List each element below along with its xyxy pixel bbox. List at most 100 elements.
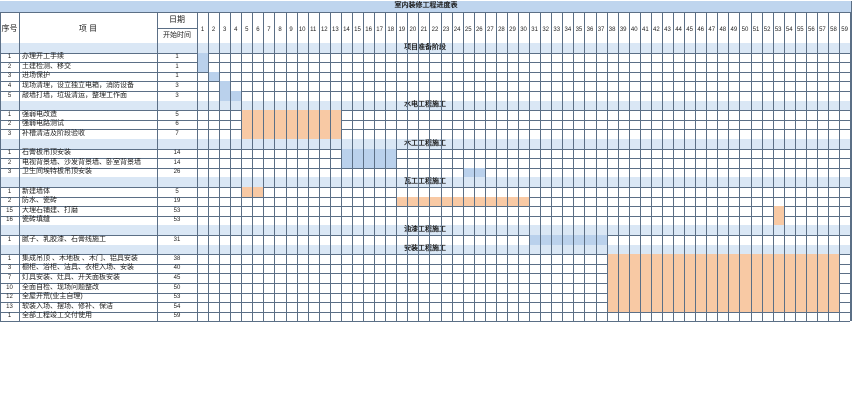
grid-hline xyxy=(0,283,851,284)
day-number: 34 xyxy=(564,27,572,33)
task-start: 59 xyxy=(173,313,181,320)
grid-vline xyxy=(839,12,840,322)
task-bar xyxy=(772,215,784,226)
day-number: 9 xyxy=(289,27,293,33)
grid-vline xyxy=(19,12,20,322)
task-name: 软装入场、摆场、修补、保洁 xyxy=(22,302,113,310)
grid-vline xyxy=(252,12,253,322)
header-seq: 序号 xyxy=(1,24,18,33)
day-number: 5 xyxy=(245,27,249,33)
grid-vline xyxy=(341,12,342,322)
task-start: 31 xyxy=(173,236,181,243)
grid-vline xyxy=(407,12,408,322)
task-bar xyxy=(606,302,840,312)
task-no: 2 xyxy=(7,121,12,128)
task-name: 敲墙打墙，垃圾清运，整理工作面 xyxy=(22,91,127,99)
grid-vline xyxy=(485,12,486,322)
grid-vline xyxy=(374,12,375,322)
day-number: 53 xyxy=(774,27,782,33)
day-number: 40 xyxy=(630,27,638,33)
task-no: 1 xyxy=(7,188,12,195)
grid-vline xyxy=(717,12,718,322)
grid-vline xyxy=(219,12,220,322)
grid-vline xyxy=(695,12,696,322)
grid-vline xyxy=(507,12,508,322)
grid-hline xyxy=(0,187,851,188)
grid-vline xyxy=(396,12,397,322)
task-bar xyxy=(606,273,840,283)
task-start: 40 xyxy=(173,265,181,272)
day-number: 58 xyxy=(830,27,837,33)
task-start: 53 xyxy=(173,207,181,214)
task-bar xyxy=(340,158,397,168)
grid-vline xyxy=(385,12,386,322)
grid-hline xyxy=(0,148,851,150)
sheet-title: 室内装修工程进度表 xyxy=(394,2,458,9)
grid-vline xyxy=(363,12,364,322)
grid-vline xyxy=(828,12,829,322)
task-name: 电视背景墙、沙发背景墙、卧室背景墙 xyxy=(22,158,141,166)
grid-vline xyxy=(197,12,198,322)
day-number: 46 xyxy=(697,27,705,33)
day-number: 31 xyxy=(531,27,538,33)
task-name: 瓷砖填缝 xyxy=(22,216,50,224)
grid-hline xyxy=(0,119,851,121)
section-band xyxy=(0,244,851,255)
section-band xyxy=(0,100,851,111)
task-name: 土建检测、移交 xyxy=(22,62,71,70)
task-start: 53 xyxy=(173,294,181,301)
grid-vline xyxy=(706,12,707,322)
grid-hline xyxy=(0,292,851,294)
day-number: 32 xyxy=(542,27,550,33)
grid-hline xyxy=(0,254,851,256)
grid-hline xyxy=(0,129,851,131)
day-number: 22 xyxy=(431,27,439,33)
grid-vline xyxy=(496,12,497,322)
grid-vline xyxy=(429,12,430,322)
day-number: 26 xyxy=(475,27,483,33)
day-number: 30 xyxy=(520,27,527,33)
task-start: 53 xyxy=(173,217,181,224)
task-name: 灯具安装、灶具、开关面板安装 xyxy=(22,273,120,281)
grid-vline xyxy=(596,12,597,322)
task-no: 2 xyxy=(7,198,12,205)
section-band xyxy=(0,225,851,235)
grid-hline xyxy=(0,321,851,323)
task-no: 3 xyxy=(7,73,12,80)
task-no: 1 xyxy=(7,54,12,61)
task-bar xyxy=(340,148,397,159)
section-title: 油漆工程施工 xyxy=(404,225,447,233)
task-name: 强弱电改造 xyxy=(22,110,57,118)
task-no: 4 xyxy=(7,82,12,89)
grid-vline xyxy=(518,12,519,322)
day-number: 35 xyxy=(575,27,583,33)
day-number: 36 xyxy=(586,27,594,33)
task-no: 1 xyxy=(7,150,12,157)
task-no: 3 xyxy=(7,265,12,272)
task-bar xyxy=(606,254,840,264)
grid-hline xyxy=(0,81,851,83)
day-number: 2 xyxy=(211,27,216,33)
task-name: 石膏板吊顶安装 xyxy=(22,149,71,157)
grid-vline xyxy=(607,12,608,322)
task-start: 1 xyxy=(175,63,179,70)
grid-vline xyxy=(684,12,685,322)
task-start: 14 xyxy=(173,150,181,157)
task-bar xyxy=(529,235,607,245)
grid-vline xyxy=(762,12,763,322)
task-start: 38 xyxy=(173,255,181,262)
day-number: 15 xyxy=(354,27,361,33)
day-number: 20 xyxy=(409,27,417,33)
grid-vline xyxy=(263,12,264,322)
grid-hline xyxy=(0,110,851,112)
grid-vline xyxy=(618,12,619,322)
task-name: 现场清理，设立独立电箱，消防设备 xyxy=(22,81,134,89)
day-number: 28 xyxy=(498,27,505,33)
day-number: 47 xyxy=(708,27,716,33)
task-no: 2 xyxy=(7,63,12,70)
grid-vline xyxy=(474,12,475,322)
header-date: 日期 xyxy=(169,15,185,24)
day-number: 6 xyxy=(256,27,260,33)
grid-hline xyxy=(0,273,851,275)
day-number: 57 xyxy=(819,27,826,33)
